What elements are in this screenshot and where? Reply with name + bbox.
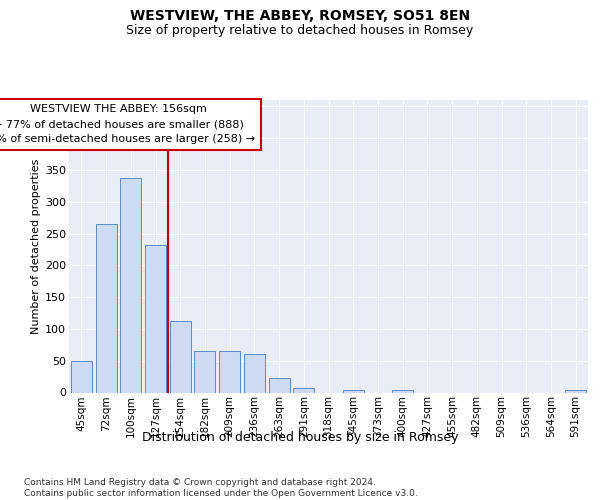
Bar xyxy=(170,320,191,392)
Bar xyxy=(219,351,240,393)
Bar xyxy=(343,390,364,392)
Bar xyxy=(71,360,92,392)
Bar xyxy=(293,388,314,392)
Bar xyxy=(120,178,141,392)
Text: Contains HM Land Registry data © Crown copyright and database right 2024.
Contai: Contains HM Land Registry data © Crown c… xyxy=(24,478,418,498)
Bar xyxy=(269,378,290,392)
Text: Size of property relative to detached houses in Romsey: Size of property relative to detached ho… xyxy=(127,24,473,37)
Bar xyxy=(392,390,413,392)
Bar xyxy=(194,350,215,393)
Bar xyxy=(145,245,166,392)
Y-axis label: Number of detached properties: Number of detached properties xyxy=(31,158,41,334)
Bar xyxy=(95,224,116,392)
Bar xyxy=(565,390,586,392)
Text: WESTVIEW, THE ABBEY, ROMSEY, SO51 8EN: WESTVIEW, THE ABBEY, ROMSEY, SO51 8EN xyxy=(130,9,470,23)
Text: Distribution of detached houses by size in Romsey: Distribution of detached houses by size … xyxy=(142,431,458,444)
Bar xyxy=(244,354,265,393)
Text: WESTVIEW THE ABBEY: 156sqm
← 77% of detached houses are smaller (888)
22% of sem: WESTVIEW THE ABBEY: 156sqm ← 77% of deta… xyxy=(0,104,255,144)
